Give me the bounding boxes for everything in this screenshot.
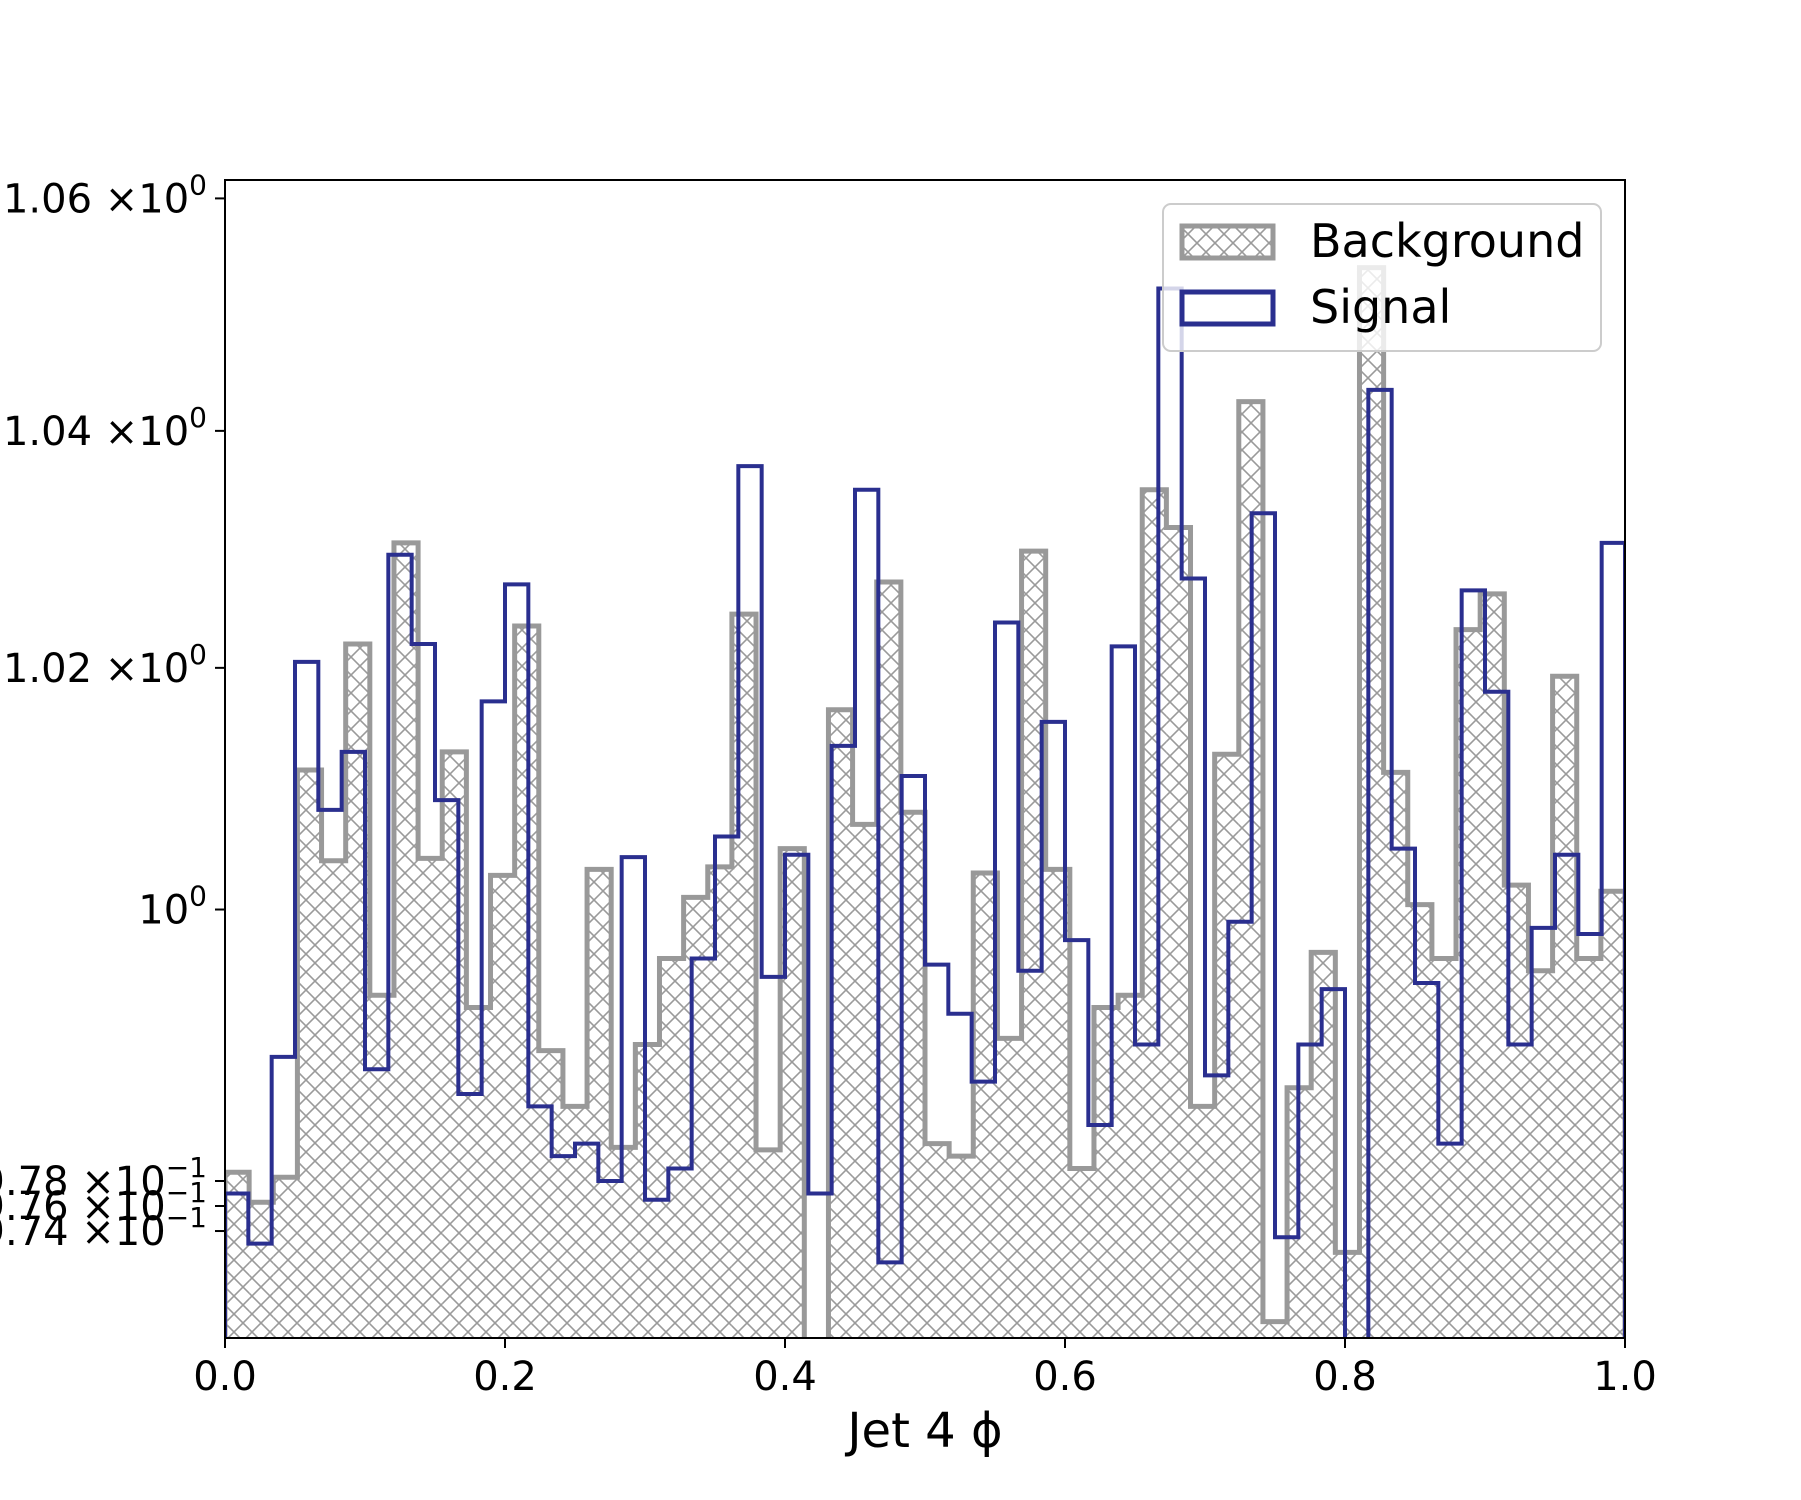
- y-axis: 9.74 ×10−19.76 ×10−19.78 ×10−1 100 1.02 ×1…: [0, 168, 225, 1255]
- background-bin: [273, 1177, 298, 1338]
- background-bin: [1383, 772, 1408, 1338]
- background-bin: [587, 869, 612, 1338]
- x-axis: 0.0 0.2 0.4 0.6 0.8 1.0: [193, 1338, 1657, 1400]
- y-tick-label: 1.04 ×100: [3, 401, 207, 455]
- background-bin: [1045, 869, 1070, 1338]
- y-tick-label: 9.74 ×10−1: [0, 1201, 207, 1255]
- background-bin: [369, 995, 394, 1338]
- background-bin: [1262, 1321, 1288, 1338]
- background-bin: [707, 866, 732, 1338]
- legend-label-signal: Signal: [1310, 280, 1451, 334]
- plot-frame: [224, 179, 1626, 1339]
- background-bin: [466, 1007, 491, 1338]
- background-bin: [418, 858, 443, 1338]
- background-bin: [562, 1106, 588, 1338]
- background-outline: [225, 265, 1625, 1338]
- background-bin: [900, 812, 925, 1338]
- background-bin: [1600, 891, 1625, 1338]
- background-bin: [1069, 1168, 1094, 1338]
- background-bin: [1190, 1106, 1215, 1338]
- background-bin: [1552, 676, 1577, 1338]
- background-bin: [852, 824, 877, 1338]
- background-bin: [490, 875, 515, 1338]
- y-tick-label: 100: [138, 880, 207, 934]
- background-bin: [756, 1149, 781, 1338]
- y-tick-label: 1.02 ×100: [3, 638, 207, 692]
- x-tick-label: 1.0: [1593, 1354, 1657, 1400]
- background-bin: [1480, 593, 1505, 1338]
- background-bin: [1118, 995, 1143, 1338]
- background-bin: [1359, 267, 1384, 1338]
- background-bin: [659, 958, 684, 1338]
- background-bin: [949, 1156, 974, 1338]
- x-tick-label: 0.2: [473, 1354, 537, 1400]
- background-bin: [876, 582, 901, 1338]
- background-bin: [249, 1202, 274, 1338]
- x-tick-label: 0.0: [193, 1354, 257, 1400]
- background-bin: [393, 542, 419, 1338]
- x-tick-label: 0.6: [1033, 1354, 1097, 1400]
- background-bin: [297, 769, 322, 1338]
- plot-area: [225, 265, 1625, 1338]
- background-bin: [538, 1050, 563, 1338]
- background-bin: [321, 860, 346, 1338]
- y-tick-label: 9.78 ×10−1: [0, 1151, 207, 1205]
- background-bin: [997, 1038, 1022, 1338]
- background-bin: [1456, 629, 1481, 1338]
- legend-swatch-signal: [1179, 289, 1276, 327]
- background-bin: [1335, 1252, 1360, 1338]
- background-bin: [1166, 527, 1191, 1338]
- legend-swatch-background: [1179, 223, 1276, 261]
- background-bin: [731, 614, 757, 1338]
- background-bin: [1407, 904, 1432, 1338]
- signal-histogram: [225, 286, 1625, 1338]
- background-bin: [635, 1044, 660, 1338]
- background-bin: [925, 1143, 950, 1338]
- background-histogram: [225, 265, 1625, 1338]
- y-tick-label: 9.76 ×10−1: [0, 1176, 207, 1230]
- y-tick-label: 1.06 ×100: [3, 168, 207, 222]
- signal-outline: [225, 286, 1625, 1338]
- x-tick-label: 0.8: [1313, 1354, 1377, 1400]
- background-bin: [1431, 958, 1457, 1338]
- x-axis-title: Jet 4 ϕ: [844, 1403, 1002, 1459]
- background-bin: [1142, 489, 1167, 1338]
- background-bin: [225, 1172, 250, 1338]
- background-bin: [1093, 1007, 1119, 1338]
- x-tick-label: 0.4: [753, 1354, 817, 1400]
- background-bin: [683, 897, 708, 1338]
- legend: Background Signal: [1162, 203, 1602, 352]
- background-bin: [442, 751, 467, 1338]
- legend-label-background: Background: [1310, 214, 1584, 268]
- background-bin: [1576, 958, 1601, 1338]
